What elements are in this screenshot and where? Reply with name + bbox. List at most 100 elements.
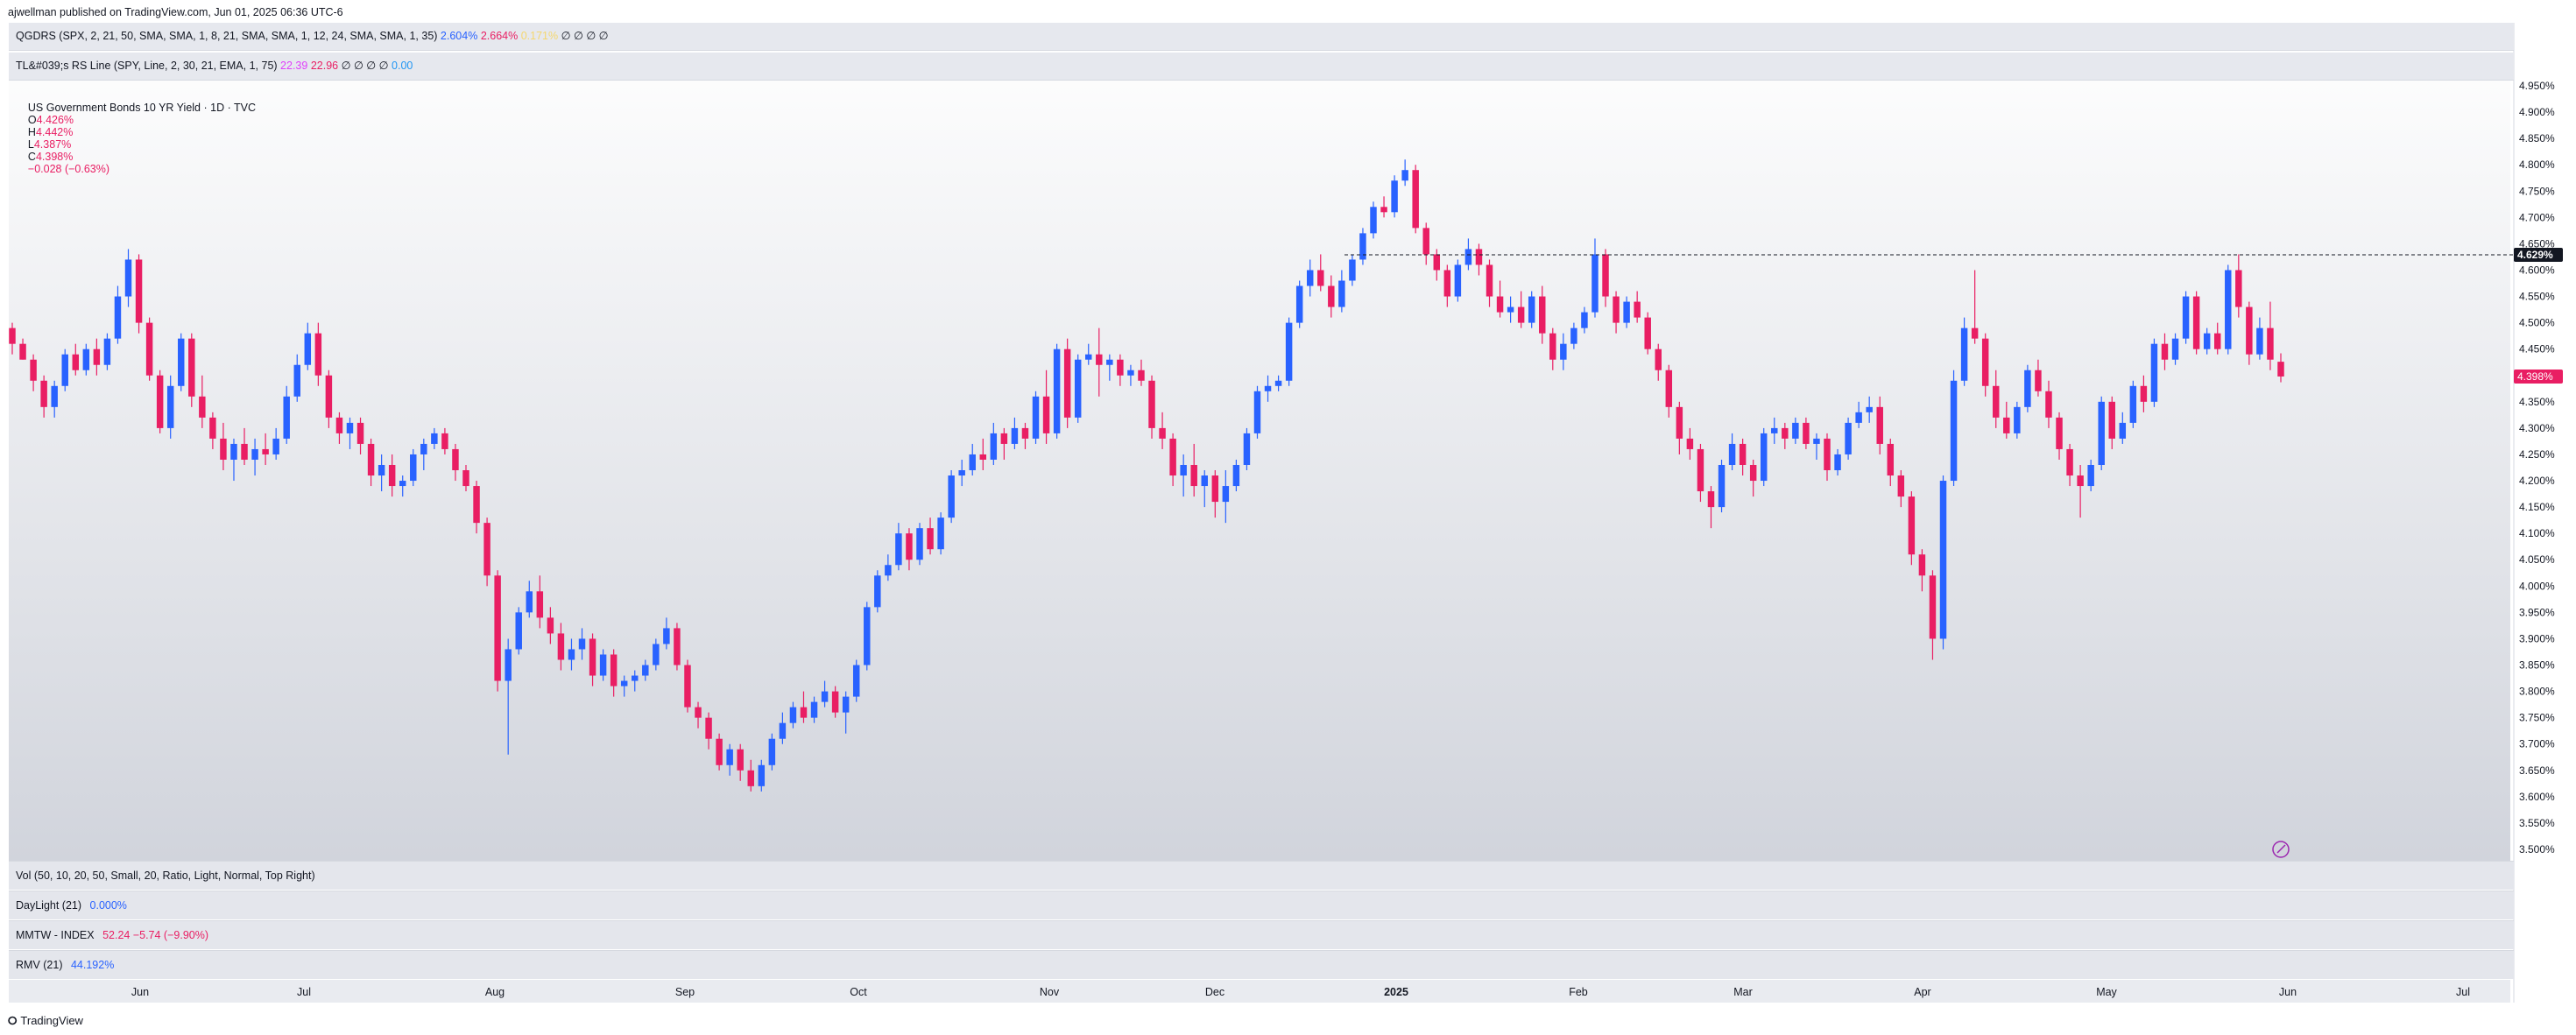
candle-body[interactable] — [1349, 259, 1356, 281]
candle-body[interactable] — [1370, 207, 1377, 234]
candle-body[interactable] — [1517, 306, 1525, 323]
candle-body[interactable] — [1096, 354, 1103, 365]
candle-body[interactable] — [2098, 401, 2105, 465]
candle-body[interactable] — [663, 628, 670, 644]
candle-body[interactable] — [220, 438, 227, 460]
candle-body[interactable] — [462, 470, 469, 487]
candle-body[interactable] — [145, 322, 153, 376]
candle-body[interactable] — [1148, 380, 1155, 428]
candle-body[interactable] — [2150, 343, 2158, 402]
candle-body[interactable] — [1328, 285, 1335, 307]
candle-body[interactable] — [505, 649, 512, 681]
candle-body[interactable] — [304, 333, 312, 365]
candle-body[interactable] — [779, 722, 787, 739]
candle-body[interactable] — [1295, 285, 1303, 323]
candle-body[interactable] — [1232, 464, 1240, 487]
candle-body[interactable] — [1760, 433, 1768, 482]
candle-body[interactable] — [72, 354, 80, 370]
candle-body[interactable] — [1433, 254, 1441, 271]
candle-body[interactable] — [1117, 359, 1124, 376]
candle-body[interactable] — [441, 433, 448, 449]
candle-body[interactable] — [388, 464, 396, 487]
candle-body[interactable] — [2225, 270, 2232, 349]
candle-body[interactable] — [1306, 270, 1314, 286]
candle-body[interactable] — [1159, 427, 1166, 439]
candle-body[interactable] — [40, 380, 47, 407]
candle-body[interactable] — [2171, 338, 2179, 360]
candle-body[interactable] — [1728, 443, 1736, 465]
candle-body[interactable] — [1845, 422, 1852, 454]
candle-body[interactable] — [251, 448, 258, 460]
candle-body[interactable] — [1106, 359, 1113, 365]
candle-body[interactable] — [1707, 491, 1715, 508]
candle-body[interactable] — [1665, 370, 1673, 407]
candle-body[interactable] — [2140, 385, 2148, 402]
candle-body[interactable] — [2267, 327, 2274, 360]
daylight-pane[interactable]: DayLight (21) 0.000% — [9, 891, 2514, 919]
candle-body[interactable] — [1211, 475, 1219, 503]
rs-line-indicator-band[interactable]: TL&#039;s RS Line (SPY, Line, 2, 30, 21,… — [9, 53, 2514, 81]
candle-body[interactable] — [2077, 475, 2084, 487]
candle-body[interactable] — [1897, 475, 1905, 497]
candle-body[interactable] — [199, 396, 206, 418]
candle-body[interactable] — [979, 454, 987, 460]
candle-body[interactable] — [2129, 385, 2137, 423]
candle-body[interactable] — [483, 523, 490, 576]
candle-body[interactable] — [1539, 296, 1546, 334]
candle-body[interactable] — [1971, 327, 1979, 339]
candle-body[interactable] — [885, 565, 892, 576]
candle-body[interactable] — [568, 649, 575, 660]
candle-body[interactable] — [515, 612, 522, 650]
candle-body[interactable] — [1032, 396, 1040, 439]
candle-body[interactable] — [642, 665, 649, 676]
candle-body[interactable] — [1549, 333, 1556, 360]
candle-body[interactable] — [2246, 306, 2253, 355]
candle-body[interactable] — [1127, 370, 1134, 376]
candle-body[interactable] — [1792, 422, 1799, 439]
candle-body[interactable] — [2213, 333, 2221, 349]
candle-body[interactable] — [1243, 433, 1251, 465]
candle-body[interactable] — [547, 617, 554, 634]
candle-body[interactable] — [1739, 443, 1747, 465]
candle-body[interactable] — [1834, 454, 1841, 471]
candle-body[interactable] — [906, 533, 913, 560]
candle-body[interactable] — [653, 644, 660, 665]
candle-body[interactable] — [2235, 270, 2242, 307]
candle-body[interactable] — [283, 396, 290, 439]
candle-body[interactable] — [1454, 264, 1462, 297]
candle-body[interactable] — [632, 675, 639, 681]
candle-body[interactable] — [2192, 296, 2200, 349]
candle-body[interactable] — [1676, 406, 1683, 439]
candle-body[interactable] — [1475, 249, 1483, 265]
candle-body[interactable] — [1570, 327, 1577, 344]
candle-body[interactable] — [948, 475, 955, 518]
candle-body[interactable] — [1274, 380, 1282, 386]
candle-body[interactable] — [2014, 406, 2021, 433]
candle-body[interactable] — [378, 464, 385, 476]
candle-body[interactable] — [1855, 412, 1862, 423]
candle-body[interactable] — [2277, 362, 2284, 377]
candle-body[interactable] — [420, 443, 427, 454]
candle-body[interactable] — [620, 680, 628, 686]
candle-body[interactable] — [557, 633, 565, 660]
candle-body[interactable] — [1486, 264, 1493, 297]
candle-body[interactable] — [2256, 327, 2263, 355]
candle-body[interactable] — [2108, 401, 2115, 439]
candle-body[interactable] — [1613, 296, 1620, 323]
candle-body[interactable] — [1201, 475, 1208, 487]
candle-body[interactable] — [314, 333, 322, 376]
candle-body[interactable] — [431, 433, 438, 444]
candle-body[interactable] — [1074, 359, 1082, 418]
candle-body[interactable] — [1496, 296, 1504, 313]
candle-body[interactable] — [1697, 448, 1704, 492]
candle-body[interactable] — [2035, 370, 2042, 391]
candle-body[interactable] — [695, 707, 702, 718]
candle-body[interactable] — [1813, 438, 1820, 444]
candle-body[interactable] — [536, 591, 544, 618]
candle-body[interactable] — [758, 764, 766, 786]
candle-body[interactable] — [1253, 391, 1261, 433]
candle-body[interactable] — [335, 417, 343, 433]
candle-body[interactable] — [1918, 554, 1926, 576]
candle-body[interactable] — [1655, 349, 1662, 370]
candle-body[interactable] — [895, 533, 902, 566]
